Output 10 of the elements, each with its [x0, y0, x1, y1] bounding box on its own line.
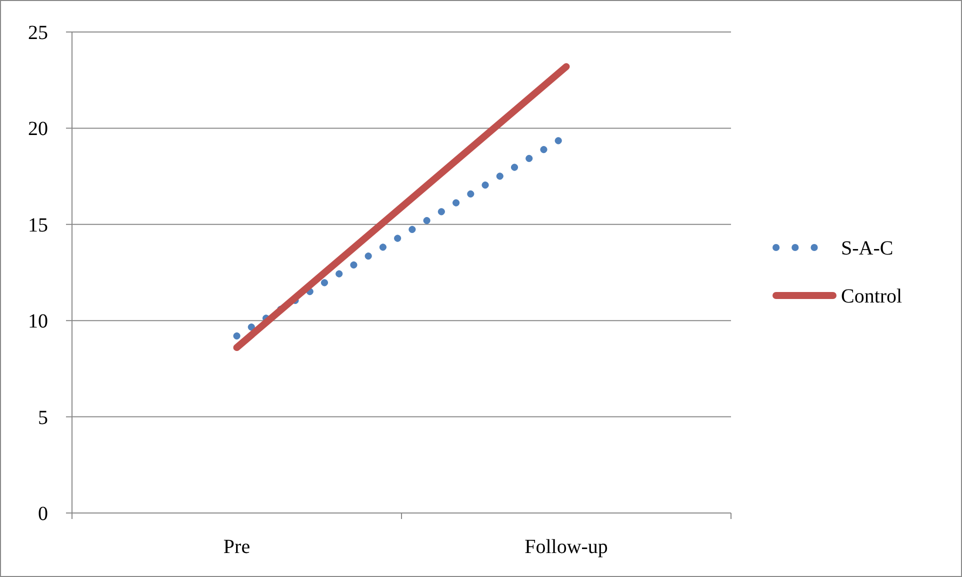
y-tick-label: 0	[38, 503, 48, 525]
y-tick-label: 5	[38, 406, 48, 429]
y-tick-label: 25	[28, 22, 48, 44]
x-tick-label: Follow-up	[524, 536, 608, 558]
legend-label: S-A-C	[841, 238, 894, 260]
legend-label: Control	[841, 286, 903, 308]
y-tick-label: 15	[28, 214, 48, 236]
y-tick-label: 20	[28, 118, 48, 140]
x-tick-label: Pre	[223, 536, 250, 558]
y-tick-label: 10	[28, 310, 48, 333]
